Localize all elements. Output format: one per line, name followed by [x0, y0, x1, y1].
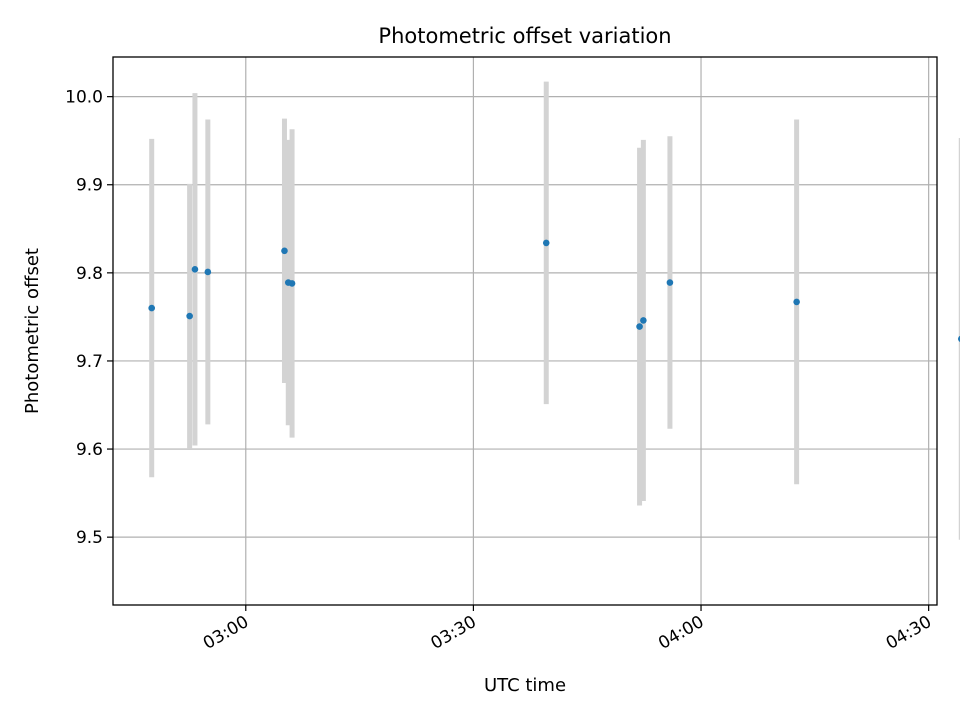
chart-title: Photometric offset variation	[378, 24, 671, 48]
y-axis-label: Photometric offset	[22, 248, 43, 414]
data-point	[793, 298, 800, 306]
y-tick-label: 9.9	[76, 176, 103, 196]
x-tick-label: 04:00	[655, 612, 707, 654]
x-tick-label: 04:30	[883, 612, 935, 654]
plot-frame	[112, 56, 938, 606]
data-point	[636, 323, 643, 330]
y-tick-label: 9.5	[76, 528, 103, 548]
ticks: 03:0003:3004:0004:3005:0005:3006:009.59.…	[65, 88, 935, 654]
y-tick-label: 10.0	[65, 88, 103, 108]
data-point	[204, 268, 212, 276]
y-tick-label: 9.8	[76, 264, 103, 284]
data-point	[666, 279, 674, 286]
grid	[113, 57, 937, 605]
data-point	[288, 280, 296, 287]
data-point	[640, 317, 647, 324]
y-tick-label: 9.7	[76, 352, 103, 372]
y-tick-label: 9.6	[76, 440, 103, 460]
data-point	[191, 266, 199, 273]
data-point	[957, 335, 960, 342]
data-point	[281, 247, 288, 255]
x-axis-label: UTC time	[484, 675, 566, 696]
data-point	[186, 312, 193, 320]
data-point	[148, 304, 155, 312]
data-points	[148, 239, 960, 342]
x-tick-label: 03:00	[200, 612, 252, 654]
x-tick-label: 03:30	[427, 612, 479, 654]
data-point	[542, 239, 550, 247]
error-bars	[149, 81, 960, 540]
